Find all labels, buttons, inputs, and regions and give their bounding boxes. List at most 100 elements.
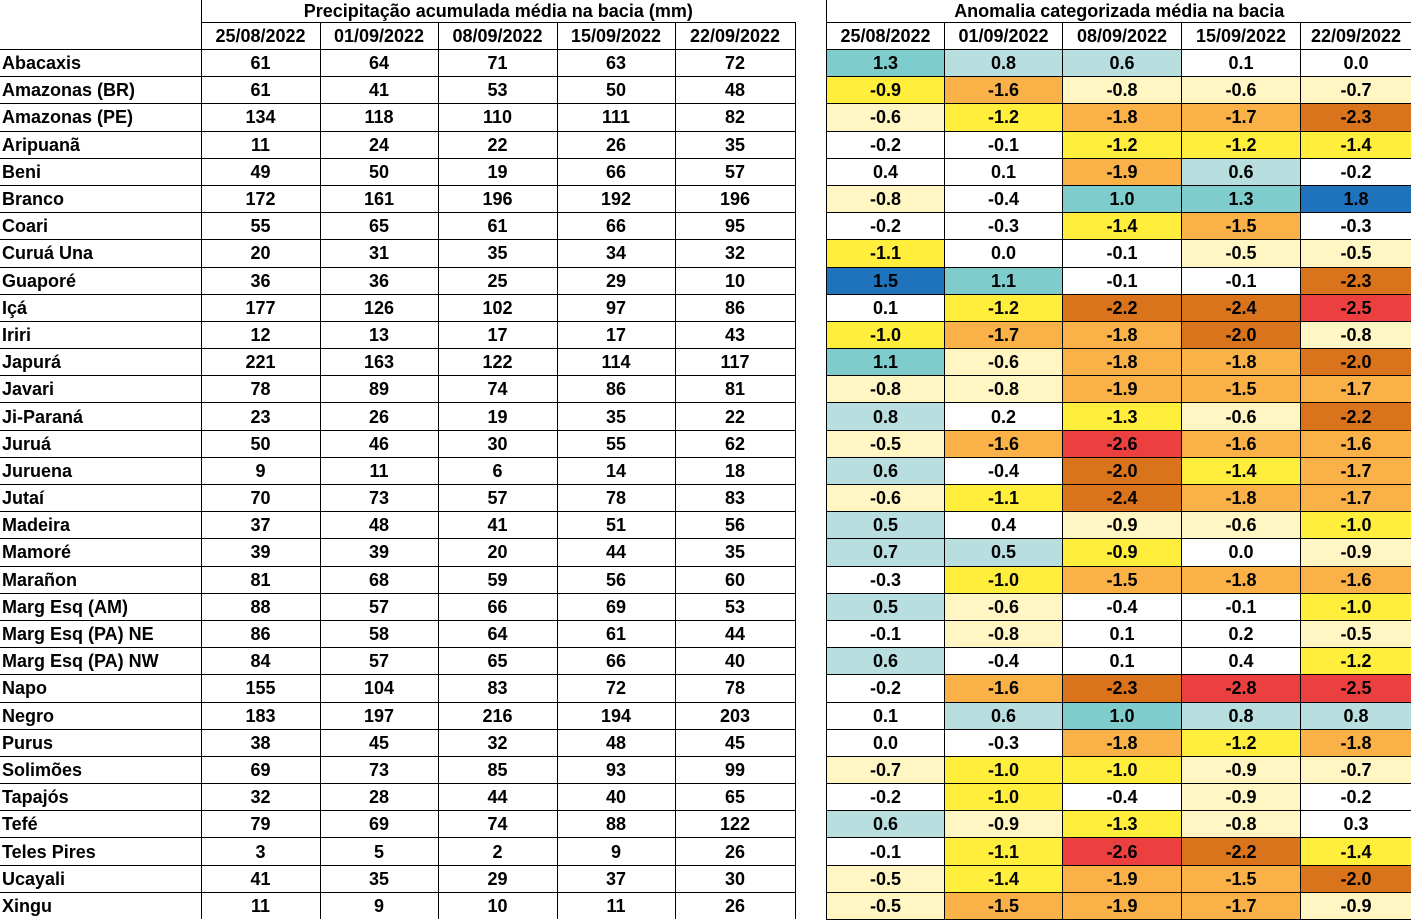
anomaly-value: -0.2 bbox=[827, 213, 945, 240]
precip-value: 104 bbox=[320, 675, 438, 702]
precip-value: 81 bbox=[201, 566, 320, 593]
basin-name: Juruá bbox=[0, 430, 201, 457]
precip-value: 79 bbox=[201, 811, 320, 838]
anomaly-value: -0.2 bbox=[827, 675, 945, 702]
anomaly-value: -1.0 bbox=[945, 784, 1063, 811]
precip-value: 86 bbox=[675, 294, 795, 321]
precip-value: 78 bbox=[557, 485, 675, 512]
precip-value: 57 bbox=[675, 158, 795, 185]
blank-header-cell bbox=[0, 23, 201, 50]
anomaly-value: -0.2 bbox=[827, 131, 945, 158]
precip-value: 35 bbox=[675, 539, 795, 566]
anomaly-value: -0.5 bbox=[1301, 240, 1411, 267]
anomaly-value: -0.5 bbox=[827, 892, 945, 919]
anomaly-value: -1.0 bbox=[945, 756, 1063, 783]
precip-value: 69 bbox=[557, 593, 675, 620]
precip-value: 110 bbox=[438, 104, 557, 131]
anomaly-value: -1.4 bbox=[1301, 838, 1411, 865]
precip-value: 74 bbox=[438, 811, 557, 838]
anom-date-header: 15/09/2022 bbox=[1182, 23, 1301, 50]
anom-table-row: -0.2-0.3-1.4-1.5-0.3 bbox=[827, 213, 1411, 240]
precip-value: 9 bbox=[201, 457, 320, 484]
anom-table-row: 0.0-0.3-1.8-1.2-1.8 bbox=[827, 729, 1411, 756]
precip-value: 44 bbox=[557, 539, 675, 566]
anomaly-value: 0.8 bbox=[1301, 702, 1411, 729]
precip-date-header: 01/09/2022 bbox=[320, 23, 438, 50]
basin-name: Juruena bbox=[0, 457, 201, 484]
anomaly-value: 0.8 bbox=[1182, 702, 1301, 729]
anom-title-row: Anomalia categorizada média na bacia bbox=[827, 0, 1411, 23]
anomaly-value: -2.6 bbox=[1063, 430, 1182, 457]
anomaly-value: -1.8 bbox=[1063, 104, 1182, 131]
anomaly-value: -0.8 bbox=[945, 376, 1063, 403]
precip-value: 66 bbox=[557, 213, 675, 240]
precip-value: 196 bbox=[675, 185, 795, 212]
anomaly-value: -0.5 bbox=[827, 865, 945, 892]
anomaly-value: -2.2 bbox=[1063, 294, 1182, 321]
anomaly-value: 1.3 bbox=[1182, 185, 1301, 212]
anomaly-value: 0.0 bbox=[1182, 539, 1301, 566]
anom-table-row: -0.2-0.1-1.2-1.2-1.4 bbox=[827, 131, 1411, 158]
anomaly-value: -1.6 bbox=[1301, 566, 1411, 593]
precip-value: 35 bbox=[438, 240, 557, 267]
anomaly-value: -1.2 bbox=[1182, 131, 1301, 158]
anomaly-value: -0.9 bbox=[1182, 784, 1301, 811]
basin-name: Marg Esq (PA) NW bbox=[0, 648, 201, 675]
precip-value: 63 bbox=[557, 50, 675, 77]
anomaly-value: -1.4 bbox=[1301, 131, 1411, 158]
precip-value: 86 bbox=[201, 620, 320, 647]
precip-value: 29 bbox=[557, 267, 675, 294]
anomaly-value: -2.3 bbox=[1301, 267, 1411, 294]
anomaly-value: -1.9 bbox=[1063, 158, 1182, 185]
anom-table-row: 0.6-0.4-2.0-1.4-1.7 bbox=[827, 457, 1411, 484]
precip-value: 10 bbox=[438, 892, 557, 919]
precip-value: 26 bbox=[675, 892, 795, 919]
precip-value: 134 bbox=[201, 104, 320, 131]
precip-value: 82 bbox=[675, 104, 795, 131]
anomaly-value: -2.8 bbox=[1182, 675, 1301, 702]
precip-value: 64 bbox=[438, 620, 557, 647]
anomaly-value: 0.2 bbox=[945, 403, 1063, 430]
anom-table-row: -1.0-1.7-1.8-2.0-0.8 bbox=[827, 321, 1411, 348]
anomaly-value: 0.6 bbox=[1182, 158, 1301, 185]
anom-table-row: -0.6-1.2-1.8-1.7-2.3 bbox=[827, 104, 1411, 131]
basin-name: Marg Esq (AM) bbox=[0, 593, 201, 620]
precip-value: 97 bbox=[557, 294, 675, 321]
precip-value: 78 bbox=[201, 376, 320, 403]
anomaly-value: 0.8 bbox=[827, 403, 945, 430]
blank-header-cell bbox=[0, 0, 201, 23]
anomaly-value: -2.5 bbox=[1301, 675, 1411, 702]
precip-value: 192 bbox=[557, 185, 675, 212]
precip-date-header: 22/09/2022 bbox=[675, 23, 795, 50]
basin-name: Tefé bbox=[0, 811, 201, 838]
precip-value: 66 bbox=[438, 593, 557, 620]
anomaly-value: -0.9 bbox=[1301, 539, 1411, 566]
precip-value: 114 bbox=[557, 349, 675, 376]
anomaly-value: 0.8 bbox=[945, 50, 1063, 77]
basin-name: Teles Pires bbox=[0, 838, 201, 865]
anom-date-header: 25/08/2022 bbox=[827, 23, 945, 50]
precip-value: 88 bbox=[201, 593, 320, 620]
anomaly-value: -1.9 bbox=[1063, 892, 1182, 919]
precip-value: 95 bbox=[675, 213, 795, 240]
precip-value: 39 bbox=[320, 539, 438, 566]
anomaly-value: -1.4 bbox=[945, 865, 1063, 892]
anomaly-value: -0.8 bbox=[827, 376, 945, 403]
precip-value: 30 bbox=[438, 430, 557, 457]
anomaly-value: -1.0 bbox=[945, 566, 1063, 593]
precipitation-table: Precipitação acumulada média na bacia (m… bbox=[0, 0, 796, 919]
precip-value: 69 bbox=[320, 811, 438, 838]
anomaly-value: -0.4 bbox=[945, 185, 1063, 212]
anomaly-value: -1.5 bbox=[1182, 376, 1301, 403]
precip-value: 60 bbox=[675, 566, 795, 593]
anomaly-value: 0.4 bbox=[1182, 648, 1301, 675]
anomaly-value: -1.7 bbox=[1301, 376, 1411, 403]
